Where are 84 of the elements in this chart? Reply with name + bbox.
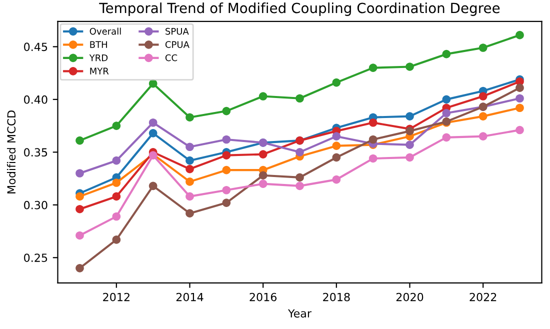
point bbox=[442, 95, 451, 104]
point bbox=[258, 150, 268, 158]
point bbox=[478, 92, 488, 100]
y-axis-title: Modified MCCD bbox=[6, 110, 16, 194]
legend-label: YRD bbox=[89, 54, 108, 62]
point bbox=[222, 186, 231, 194]
point bbox=[478, 44, 488, 52]
point bbox=[406, 140, 414, 149]
point bbox=[186, 178, 194, 186]
point bbox=[222, 198, 231, 207]
legend-label: SPUA bbox=[166, 28, 189, 35]
point bbox=[112, 236, 121, 244]
point bbox=[76, 231, 84, 240]
point bbox=[516, 94, 524, 103]
point bbox=[368, 135, 378, 144]
point bbox=[148, 182, 158, 190]
point bbox=[406, 153, 414, 162]
point bbox=[332, 175, 341, 184]
point bbox=[186, 142, 194, 152]
point bbox=[76, 136, 84, 145]
x-tick-label: 2022 bbox=[470, 292, 496, 302]
point bbox=[112, 156, 121, 165]
point bbox=[222, 135, 231, 144]
point bbox=[76, 169, 84, 178]
point bbox=[332, 153, 341, 162]
x-tick-label: 2020 bbox=[396, 292, 424, 302]
y-tick-label: 0.30 bbox=[24, 200, 48, 210]
point bbox=[186, 156, 194, 165]
point bbox=[148, 118, 158, 127]
point bbox=[222, 106, 231, 116]
point bbox=[296, 182, 304, 190]
point bbox=[76, 264, 84, 272]
point bbox=[442, 133, 451, 142]
point bbox=[516, 126, 524, 134]
point bbox=[112, 192, 121, 201]
point bbox=[296, 173, 304, 182]
point bbox=[442, 50, 451, 58]
point bbox=[148, 79, 158, 88]
point bbox=[186, 209, 194, 218]
point bbox=[186, 164, 194, 174]
point bbox=[112, 122, 121, 130]
x-tick-label: 2018 bbox=[323, 292, 350, 302]
point bbox=[516, 30, 524, 40]
point bbox=[296, 148, 304, 156]
point bbox=[76, 192, 84, 201]
point bbox=[368, 64, 378, 72]
point bbox=[332, 78, 341, 87]
x-axis-title: Year bbox=[288, 309, 312, 318]
legend-label: Overall bbox=[90, 28, 121, 35]
point bbox=[222, 166, 231, 174]
point bbox=[442, 108, 451, 118]
point bbox=[406, 112, 414, 120]
chart-title: Temporal Trend of Modified Coupling Coordination Degree bbox=[99, 2, 500, 16]
x-tick-label: 2016 bbox=[250, 292, 277, 302]
point bbox=[258, 92, 268, 100]
point bbox=[516, 104, 524, 112]
point bbox=[478, 112, 488, 120]
y-tick-label: 0.45 bbox=[24, 42, 48, 52]
point bbox=[186, 192, 194, 201]
point bbox=[112, 178, 121, 187]
y-tick-label: 0.40 bbox=[24, 95, 48, 104]
legend-label: BTH bbox=[90, 41, 107, 48]
point bbox=[406, 62, 414, 71]
x-tick-label: 2014 bbox=[176, 292, 204, 302]
point bbox=[368, 118, 378, 127]
point bbox=[186, 113, 194, 122]
legend-label: MYR bbox=[90, 68, 109, 74]
legend-label: CC bbox=[165, 54, 178, 62]
point bbox=[368, 154, 378, 163]
point bbox=[222, 151, 231, 160]
y-tick-label: 0.25 bbox=[24, 254, 48, 262]
y-tick-label: 0.35 bbox=[24, 148, 48, 157]
legend-label: CPUA bbox=[165, 41, 190, 48]
point bbox=[516, 84, 524, 92]
point bbox=[332, 142, 341, 150]
point bbox=[148, 129, 158, 138]
point bbox=[258, 171, 268, 180]
point bbox=[76, 204, 84, 214]
x-tick-label: 2012 bbox=[103, 292, 130, 302]
point bbox=[332, 132, 341, 141]
point bbox=[112, 212, 121, 221]
point bbox=[258, 180, 268, 188]
point bbox=[296, 94, 304, 103]
point bbox=[478, 132, 488, 141]
